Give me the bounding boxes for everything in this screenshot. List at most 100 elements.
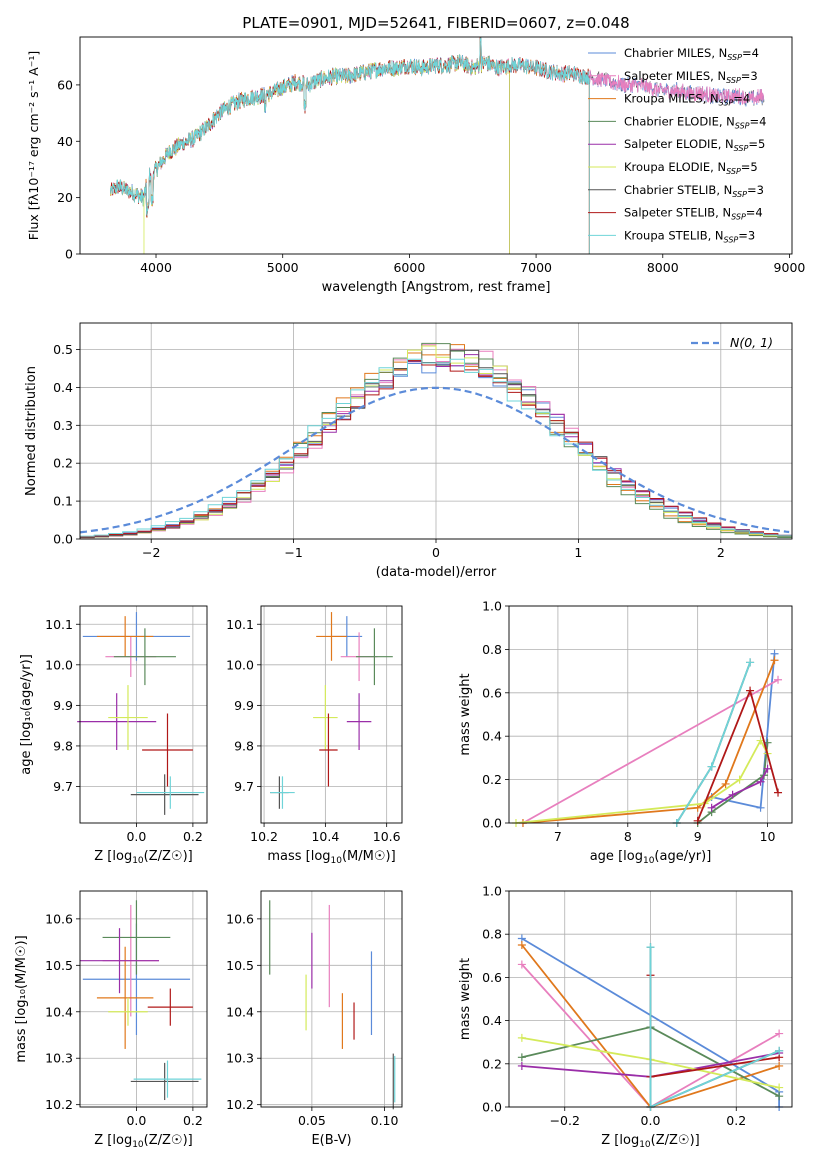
residual_histogram-xtick-label: 1 (574, 545, 582, 560)
gaussian-curve (79, 386, 790, 534)
mass_weight_vs_Z-ytick-label: 1.0 (482, 884, 502, 899)
age_vs_mass-ytick-label: 10.0 (226, 657, 254, 672)
data-point (517, 1033, 526, 1042)
spectrum-ytick-label: 20 (57, 190, 73, 205)
mass_weight_vs_age-ytick-label: 0.6 (482, 685, 502, 700)
age_vs_Z-xlabel: Z [log10(Z/Z☉)] (94, 849, 192, 866)
series-line (522, 659, 776, 824)
mass_weight_vs_age-xlabel: age [log10(age/yr)] (590, 849, 712, 866)
age_vs_Z-ytick-label: 9.9 (53, 698, 73, 713)
charts: 4000 5000 6000 7000 8000 90000204060wavelengt… (14, 36, 805, 1150)
age_vs_mass-xtick-label: 10.4 (311, 829, 339, 844)
legend-label: Salpeter STELIB, NSSP=4 (624, 206, 763, 222)
mass_weight_vs_Z-xtick-label: 0.2 (726, 1113, 746, 1128)
age_vs_Z-xtick-label: 0.0 (126, 829, 146, 844)
mass_vs_ebv-ytick-label: 10.5 (226, 958, 254, 973)
figure-title: PLATE=0901, MJD=52641, FIBERID=0607, z=0… (242, 14, 629, 32)
data-point (756, 803, 765, 812)
data-point (693, 803, 702, 812)
mass_weight_vs_age-ylabel: mass weight (458, 673, 473, 755)
data-point (746, 658, 755, 667)
residual_histogram-ytick-label: 0.1 (53, 494, 73, 509)
legend-label: Salpeter MILES, NSSP=3 (624, 69, 758, 85)
residual_histogram-ytick-label: 0.3 (53, 418, 73, 433)
age_vs_mass-ytick-label: 9.7 (234, 779, 254, 794)
data-point (756, 777, 765, 786)
residual_histogram-xtick-label: −2 (142, 545, 160, 560)
mass_vs_Z-ytick-label: 10.2 (45, 1097, 73, 1112)
data-point (775, 1046, 784, 1055)
data-point (775, 1092, 784, 1101)
age_vs_Z-ylabel: age [log₁₀(age/yr)] (19, 654, 34, 775)
age_vs_mass-xlabel: mass [log10(M/M☉)] (267, 849, 395, 866)
mass_weight_vs_Z-ytick-label: 0.2 (482, 1056, 502, 1071)
data-point (774, 788, 783, 797)
spectrum-line (110, 37, 590, 254)
mass_vs_ebv-xlabel: E(B-V) (311, 1133, 351, 1148)
age_vs_Z-ytick-label: 10.1 (45, 617, 73, 632)
data-point (517, 960, 526, 969)
mass_weight_vs_age-ytick-label: 0.0 (482, 816, 502, 831)
data-point (646, 943, 655, 952)
spectrum-xtick-label: 4000 (140, 260, 172, 275)
residual_histogram-xtick-label: −1 (284, 545, 302, 560)
series-line (711, 768, 769, 809)
data-point (770, 656, 779, 665)
age_vs_mass-frame (260, 605, 403, 824)
mass_vs_ebv-ytick-label: 10.3 (226, 1051, 254, 1066)
series-line (675, 662, 751, 824)
legend-label: Kroupa STELIB, NSSP=3 (624, 228, 755, 244)
spectrum-xtick-label: 9000 (774, 260, 806, 275)
data-point (763, 764, 772, 773)
spectrum-ytick-label: 0 (65, 247, 73, 262)
spectrum-frame (79, 36, 793, 255)
mass_vs_Z-ytick-label: 10.6 (45, 911, 73, 926)
age_vs_mass-axes: 10.2 10.4 10.6 9.7 9.8 9.9 10.0 10.1 (226, 606, 402, 844)
spectrum-axes: 4000 5000 6000 7000 8000 9000 0 20 40 60 (57, 77, 805, 275)
mass_vs_ebv-xtick-label: 0.05 (298, 1113, 326, 1128)
spectrum-xlabel: wavelength [Angstrom, rest frame] (322, 280, 551, 295)
data-point (707, 803, 716, 812)
mass_vs_Z-xlabel: Z [log10(Z/Z☉)] (94, 1133, 192, 1150)
residual_histogram-ytick-label: 0.2 (53, 456, 73, 471)
mass_weight_vs_age-frame (508, 605, 793, 824)
mass_weight_vs_age-ytick-label: 1.0 (482, 599, 502, 614)
mass_weight_vs_age-xtick-label: 10 (760, 829, 776, 844)
mass_weight_vs_Z-xlabel: Z [log10(Z/Z☉)] (601, 1133, 699, 1150)
mass_weight_vs_Z-ytick-label: 0.8 (482, 927, 502, 942)
mass_vs_ebv-xtick-label: 0.10 (371, 1113, 399, 1128)
age_vs_Z-frame (79, 605, 208, 824)
data-point (707, 762, 716, 771)
residual_histogram-xtick-label: 0 (432, 545, 440, 560)
mass_weight_vs_age-ytick-label: 0.4 (482, 729, 502, 744)
legend-label: Chabrier MILES, NSSP=4 (624, 46, 759, 62)
series-line (711, 653, 776, 809)
mass_weight_vs_age-axes: 7 8 9 10 0.0 0.2 0.4 0.6 0.8 1.0 (482, 599, 792, 844)
spectrum-xtick-label: 8000 (647, 260, 679, 275)
residual_histogram-axes: −2 −1 0 1 2 0.0 0.1 0.2 0.3 0.4 0.5 (53, 323, 792, 560)
mass_vs_Z-ylabel: mass [log₁₀(M/M☉)] (14, 935, 29, 1062)
series-line (697, 742, 769, 824)
mass_weight_vs_age-ytick-label: 0.2 (482, 772, 502, 787)
mass_weight_vs_Z-ytick-label: 0.4 (482, 1013, 502, 1028)
mass_vs_Z-xtick-label: 0.2 (183, 1113, 203, 1128)
mass_vs_Z-ytick-label: 10.3 (45, 1051, 73, 1066)
spectrum-ytick-label: 60 (57, 77, 73, 92)
data-point (775, 1061, 784, 1070)
histogram-step (80, 358, 792, 538)
residual_histogram-ylabel: Normed distribution (24, 366, 39, 496)
age_vs_Z-ytick-label: 9.7 (53, 779, 73, 794)
residual_histogram-ytick-label: 0.5 (53, 342, 73, 357)
residual_histogram-ytick-label: 0.4 (53, 380, 73, 395)
age_vs_Z-xtick-label: 0.2 (183, 829, 203, 844)
spectrum-xtick-label: 5000 (267, 260, 299, 275)
data-point (735, 775, 744, 784)
legend-label: Salpeter ELODIE, NSSP=5 (624, 137, 765, 153)
mass_weight_vs_Z-frame (508, 890, 793, 1108)
mass_vs_Z-frame (79, 890, 208, 1108)
mass_weight_vs_Z-ytick-label: 0.6 (482, 970, 502, 985)
mass_weight_vs_Z-ytick-label: 0.0 (482, 1100, 502, 1115)
mass_vs_Z-axes: 0.0 0.2 10.2 10.3 10.4 10.5 10.6 (45, 891, 207, 1128)
mass_weight_vs_age-xtick-label: 8 (624, 829, 632, 844)
